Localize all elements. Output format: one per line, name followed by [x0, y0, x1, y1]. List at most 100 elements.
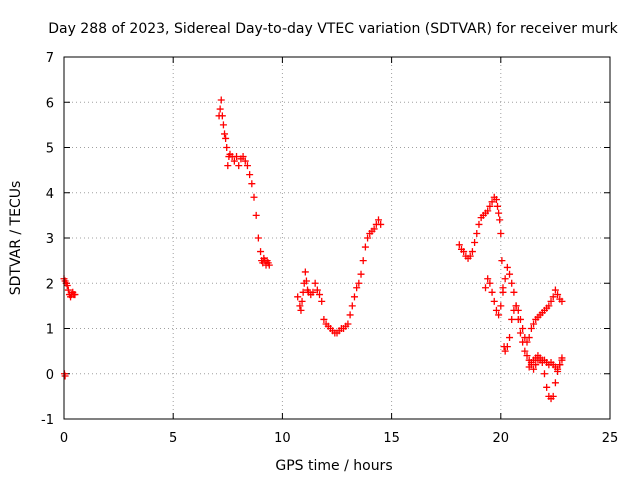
data-point — [221, 130, 229, 138]
data-point — [551, 379, 559, 387]
data-point — [252, 211, 260, 219]
data-point — [377, 220, 385, 228]
data-point — [554, 291, 562, 299]
data-point — [501, 275, 509, 283]
data-point — [556, 361, 564, 369]
data-point — [482, 284, 490, 292]
data-point — [488, 198, 496, 206]
data-point — [503, 343, 511, 351]
x-tick-label: 10 — [274, 431, 291, 446]
data-point — [246, 171, 254, 179]
y-tick-label: -1 — [41, 413, 54, 428]
x-tick-label: 25 — [602, 431, 619, 446]
data-point — [223, 144, 231, 151]
data-point — [350, 293, 358, 301]
data-point — [495, 209, 503, 217]
data-point — [297, 306, 305, 314]
data-point — [348, 302, 356, 310]
data-point — [257, 248, 265, 256]
data-point — [346, 311, 354, 319]
data-point — [525, 363, 533, 371]
data-point — [370, 225, 378, 233]
data-point — [61, 372, 69, 380]
data-point — [488, 288, 496, 296]
data-point — [316, 291, 324, 299]
data-point — [71, 291, 79, 299]
data-point — [353, 284, 361, 292]
data-point — [224, 162, 232, 170]
data-point — [475, 220, 483, 228]
data-point — [230, 157, 238, 165]
data-point — [530, 320, 538, 328]
data-point — [233, 153, 241, 161]
data-point — [374, 216, 382, 224]
data-point — [545, 302, 553, 310]
data-point — [549, 293, 557, 301]
data-point — [460, 248, 468, 256]
data-point — [455, 241, 463, 249]
data-point — [302, 277, 310, 285]
data-point — [296, 302, 304, 310]
data-point — [248, 180, 256, 188]
data-point — [265, 261, 273, 269]
x-tick-label: 0 — [60, 431, 68, 446]
data-point — [497, 229, 505, 237]
data-point — [514, 315, 522, 323]
data-point — [466, 252, 474, 260]
data-point — [558, 297, 566, 305]
data-point — [250, 193, 258, 201]
data-point — [471, 239, 479, 247]
data-point — [294, 293, 302, 301]
data-point — [320, 315, 328, 323]
data-point — [243, 162, 251, 170]
data-point — [309, 288, 317, 296]
data-point — [547, 297, 555, 305]
grid — [64, 57, 610, 419]
data-point — [298, 297, 306, 305]
data-point — [63, 282, 71, 290]
data-point — [222, 134, 230, 142]
y-tick-label: 7 — [46, 51, 54, 66]
tick-labels: 0 5 10 15 20 25 -1 0 1 2 3 4 5 6 7 — [41, 51, 618, 446]
data-point — [525, 334, 533, 342]
data-point — [523, 352, 531, 360]
data-point — [558, 356, 566, 364]
data-point — [494, 202, 502, 210]
data-point — [508, 315, 516, 323]
data-point — [484, 275, 492, 283]
y-tick-label: 2 — [46, 277, 54, 292]
y-tick-label: 3 — [46, 232, 54, 247]
data-point — [496, 216, 504, 224]
data-point — [498, 257, 506, 265]
x-tick-label: 20 — [493, 431, 510, 446]
data-point — [492, 306, 500, 314]
data-point — [506, 334, 514, 342]
data-point — [514, 306, 522, 314]
data-point — [486, 279, 494, 287]
data-point — [239, 153, 247, 161]
data-point — [506, 270, 514, 278]
data-point — [495, 311, 503, 319]
data-point — [241, 157, 249, 165]
data-point — [301, 268, 309, 276]
y-tick-label: 6 — [46, 96, 54, 111]
data-point — [344, 320, 352, 328]
data-point — [490, 297, 498, 305]
data-point — [519, 325, 527, 332]
data-point — [503, 263, 511, 271]
data-point — [516, 329, 524, 337]
chart-title: Day 288 of 2023, Sidereal Day-to-day VTE… — [48, 21, 618, 37]
data-point — [519, 338, 527, 346]
x-axis-label: GPS time / hours — [275, 458, 392, 474]
data-point — [254, 234, 262, 242]
data-point — [468, 248, 476, 256]
data-point — [313, 286, 321, 294]
data-point — [64, 286, 72, 294]
data-point — [551, 286, 559, 294]
y-tick-label: 0 — [46, 368, 54, 383]
data-point — [218, 112, 226, 120]
data-point — [359, 257, 367, 265]
data-point — [355, 279, 363, 287]
data-point — [486, 202, 494, 210]
